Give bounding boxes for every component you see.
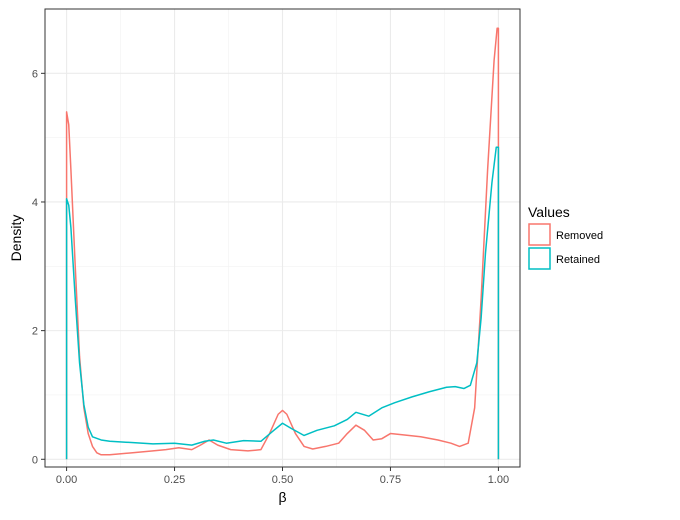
x-tick-label: 0.25 [164, 474, 185, 486]
x-tick-label: 0.50 [272, 474, 293, 486]
plot-panel [44, 8, 521, 468]
y-axis: 0 2 4 6 [32, 68, 45, 466]
legend-key-removed [528, 223, 551, 246]
y-tick-label: 4 [32, 197, 38, 209]
series-line-retained [65, 146, 500, 460]
y-axis-title: Density [8, 215, 24, 262]
x-tick-label: 1.00 [488, 474, 509, 486]
x-axis: 0.00 0.25 0.50 0.75 1.00 [56, 467, 509, 486]
legend-title: Values [528, 204, 570, 220]
y-tick-label: 6 [32, 68, 38, 80]
legend-key-retained [528, 247, 551, 270]
legend-label-removed: Removed [556, 230, 603, 242]
y-tick-label: 0 [32, 454, 38, 466]
y-tick-label: 2 [32, 326, 38, 338]
legend: Values Removed Retained [528, 204, 603, 270]
series-line-removed [65, 27, 500, 460]
x-tick-label: 0.75 [380, 474, 401, 486]
x-tick-label: 0.00 [56, 474, 77, 486]
x-axis-title: β [278, 489, 286, 505]
legend-label-retained: Retained [556, 254, 600, 266]
